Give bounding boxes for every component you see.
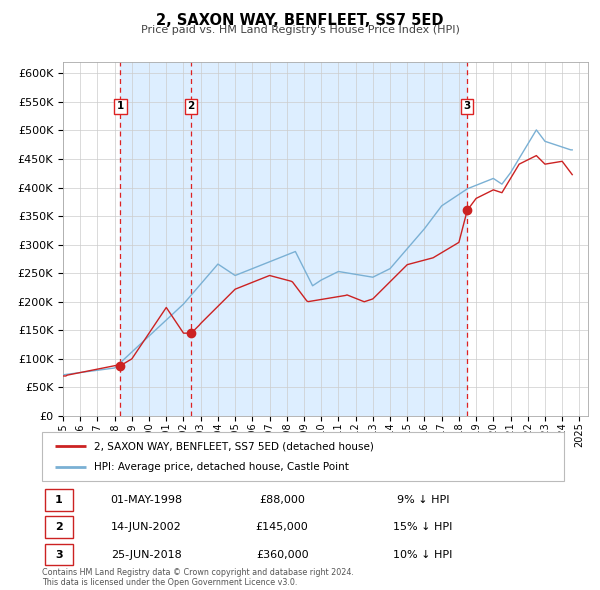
Text: Price paid vs. HM Land Registry's House Price Index (HPI): Price paid vs. HM Land Registry's House … <box>140 25 460 35</box>
Text: 14-JUN-2002: 14-JUN-2002 <box>111 522 182 532</box>
Text: 3: 3 <box>464 101 471 111</box>
Text: 25-JUN-2018: 25-JUN-2018 <box>111 550 182 560</box>
Text: 01-MAY-1998: 01-MAY-1998 <box>110 495 182 505</box>
Bar <box>44 516 73 537</box>
Text: 2, SAXON WAY, BENFLEET, SS7 5ED: 2, SAXON WAY, BENFLEET, SS7 5ED <box>156 13 444 28</box>
Bar <box>44 544 73 565</box>
Bar <box>121 62 191 416</box>
Bar <box>44 490 73 511</box>
Text: £145,000: £145,000 <box>256 522 308 532</box>
Text: 10% ↓ HPI: 10% ↓ HPI <box>394 550 453 560</box>
Text: 2, SAXON WAY, BENFLEET, SS7 5ED (detached house): 2, SAXON WAY, BENFLEET, SS7 5ED (detache… <box>94 441 374 451</box>
Text: 1: 1 <box>55 495 63 505</box>
Text: Contains HM Land Registry data © Crown copyright and database right 2024.
This d: Contains HM Land Registry data © Crown c… <box>42 568 354 587</box>
Text: 1: 1 <box>116 101 124 111</box>
Text: £360,000: £360,000 <box>256 550 308 560</box>
Bar <box>191 62 467 416</box>
Text: 2: 2 <box>55 522 63 532</box>
Text: £88,000: £88,000 <box>259 495 305 505</box>
Text: 9% ↓ HPI: 9% ↓ HPI <box>397 495 449 505</box>
Text: 15% ↓ HPI: 15% ↓ HPI <box>394 522 453 532</box>
Text: 3: 3 <box>55 550 63 560</box>
Text: 2: 2 <box>188 101 195 111</box>
Text: HPI: Average price, detached house, Castle Point: HPI: Average price, detached house, Cast… <box>94 463 349 473</box>
